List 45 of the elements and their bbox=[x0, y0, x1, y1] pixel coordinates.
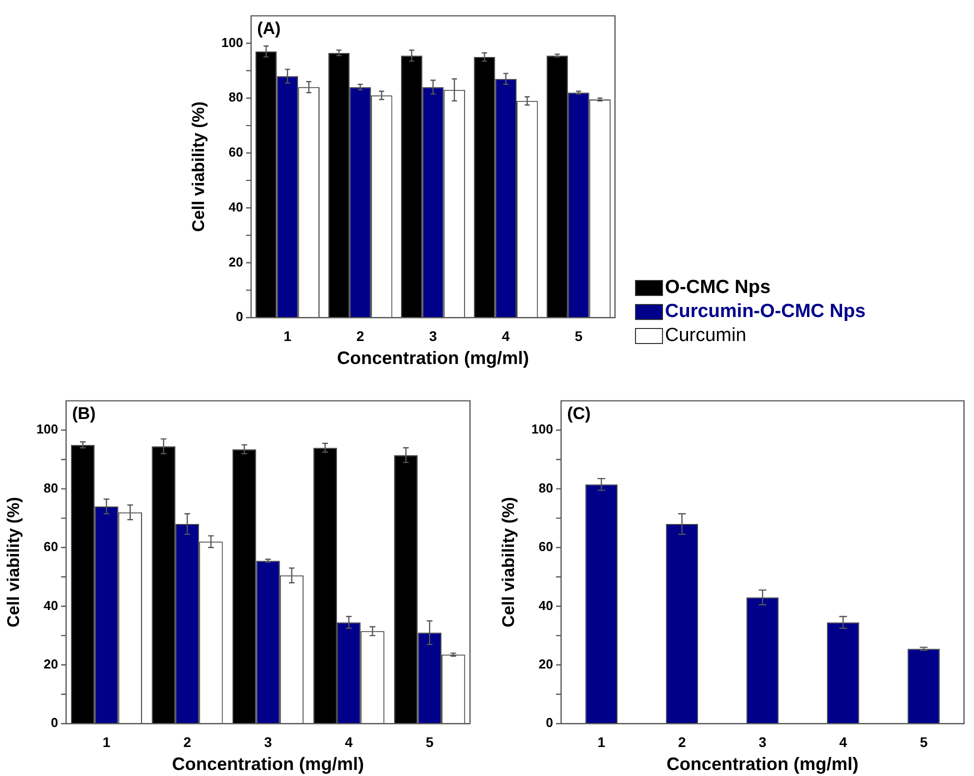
legend-label: O-CMC Nps bbox=[665, 277, 771, 299]
x-axis-title: Concentration (mg/ml) bbox=[337, 348, 530, 368]
x-axis-title: Concentration (mg/ml) bbox=[172, 754, 364, 774]
x-tick-label: 1 bbox=[597, 734, 606, 750]
y-tick-label: 60 bbox=[538, 539, 554, 554]
y-tick-label: 0 bbox=[236, 309, 244, 324]
x-tick-label: 2 bbox=[678, 734, 686, 750]
y-tick-label: 80 bbox=[44, 480, 58, 496]
x-tick-label: 3 bbox=[758, 734, 767, 750]
y-axis-title: Cell viability (%) bbox=[498, 497, 518, 628]
legend-label: Curcumin-O-CMC Nps bbox=[665, 301, 866, 323]
x-tick-label: 2 bbox=[356, 328, 364, 344]
chart-title: (C) bbox=[567, 404, 591, 423]
y-tick-label: 40 bbox=[44, 598, 58, 613]
y-axis-title: Cell viability (%) bbox=[188, 102, 208, 232]
y-tick-label: 60 bbox=[228, 144, 244, 160]
x-tick-label: 4 bbox=[502, 328, 510, 344]
y-tick-label: 40 bbox=[538, 598, 554, 613]
chart-title: (B) bbox=[72, 404, 96, 423]
y-tick-label: 80 bbox=[228, 90, 244, 105]
y-tick-label: 60 bbox=[44, 539, 58, 554]
y-tick-label: 80 bbox=[538, 480, 554, 496]
x-tick-label: 3 bbox=[264, 734, 272, 750]
y-tick-label: 0 bbox=[50, 715, 58, 730]
y-tick-label: 0 bbox=[546, 715, 554, 730]
x-tick-label: 4 bbox=[344, 734, 353, 750]
y-axis-title: Cell viability (%) bbox=[4, 497, 23, 628]
y-tick-label: 100 bbox=[531, 422, 554, 437]
chart-title: (A) bbox=[257, 18, 281, 38]
x-tick-label: 2 bbox=[183, 734, 192, 750]
x-tick-label: 5 bbox=[426, 734, 434, 750]
y-tick-label: 40 bbox=[228, 199, 244, 214]
x-tick-label: 1 bbox=[102, 734, 111, 750]
y-tick-label: 100 bbox=[36, 422, 58, 437]
x-tick-label: 3 bbox=[429, 328, 438, 344]
x-tick-label: 5 bbox=[920, 734, 928, 750]
y-tick-label: 20 bbox=[228, 254, 244, 270]
y-tick-label: 100 bbox=[221, 34, 244, 50]
y-tick-label: 20 bbox=[44, 656, 58, 672]
x-axis-title: Concentration (mg/ml) bbox=[666, 754, 859, 774]
x-tick-label: 1 bbox=[284, 328, 292, 344]
x-tick-label: 5 bbox=[574, 328, 583, 344]
x-tick-label: 4 bbox=[839, 734, 848, 750]
text: Curcumin bbox=[665, 325, 746, 347]
y-tick-label: 20 bbox=[538, 656, 554, 672]
